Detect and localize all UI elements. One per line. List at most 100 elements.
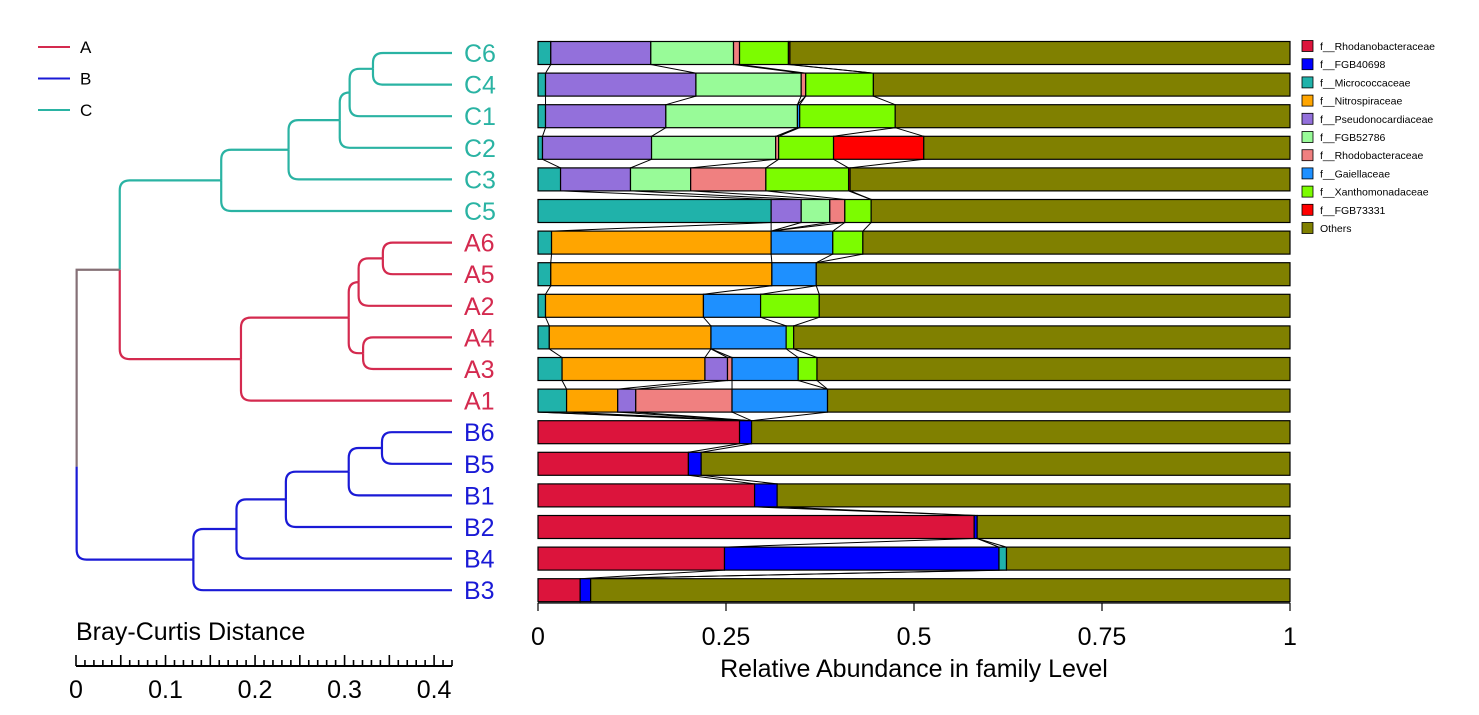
connector-b5-b1 (688, 474, 755, 485)
legend-label-f-fgb52786: f__FGB52786 (1320, 132, 1386, 144)
legend-swatch-f-rhodanobacteraceae (1301, 40, 1314, 52)
scale-tick-label-0: 0 (69, 676, 83, 704)
bar-segment-c3-f-pseudonocardiaceae (559, 167, 632, 192)
dendro-branch-m14-a (284, 470, 349, 500)
bar-segment-a6-f-xanthomonadaceae (832, 230, 864, 255)
bar-segment-b5-others (700, 451, 1291, 476)
connector-c4-c1 (796, 95, 802, 105)
legend-swatch-f-xanthomonadaceae (1301, 185, 1314, 198)
dendro-branch-m11-b (118, 269, 241, 361)
bar-segment-a2-f-nitrospiraceae (544, 293, 705, 318)
x-tick-label-4: 1 (1283, 623, 1297, 651)
bar-segment-c3-others (849, 167, 1291, 192)
dendro-branch-m8-b (361, 353, 452, 371)
connector-c3-c5 (690, 190, 830, 200)
connector-a6-a5 (816, 253, 863, 264)
legend-swatch-f-fgb73331 (1301, 203, 1314, 216)
dendro-branch-m2-b (348, 92, 452, 118)
bar-segment-a1-f-pseudonocardiaceae (617, 388, 637, 413)
connector-c1-c2 (778, 127, 800, 137)
connector-c1-c2 (895, 127, 924, 137)
scale-tick-label-3: 0.3 (327, 676, 362, 704)
connector-a2-a4 (793, 316, 820, 327)
bar-segment-b3-f-fgb40698 (579, 578, 592, 603)
bar-segment-a1-f-nitrospiraceae (565, 388, 619, 413)
x-axis-label: Relative Abundance in family Level (720, 655, 1108, 683)
bar-segment-b5-f-rhodanobacteraceae (537, 451, 689, 476)
bar-segment-b4-f-fgb40698 (723, 546, 1000, 571)
dendro-branch-m12-a (380, 431, 452, 448)
bar-segment-a6-others (862, 230, 1291, 255)
dendro-branch-m7-a (357, 257, 383, 283)
bar-segment-c2-f-pseudonocardiaceae (541, 135, 653, 160)
connector-c6-c4 (650, 64, 697, 74)
legend-label-f-rhodobacteraceae: f__Rhodobacteraceae (1320, 150, 1423, 162)
bar-segment-b2-f-rhodanobacteraceae (537, 514, 975, 540)
legend-swatch-f-rhodobacteraceae (1301, 149, 1314, 162)
connector-c5-a6 (771, 222, 845, 232)
connector-a3-a1 (798, 380, 828, 390)
scale-tick-label-2: 0.2 (238, 676, 273, 704)
connector-a2-a4 (545, 317, 550, 327)
bar-segment-a3-f-gaiellaceae (731, 356, 799, 382)
connector-a3-a1 (617, 380, 705, 390)
connector-a3-a1 (816, 380, 828, 390)
sample-label-b1: B1 (464, 482, 495, 510)
sample-label-c2: C2 (464, 135, 496, 163)
bar-segment-c1-f-xanthomonadaceae (799, 104, 896, 129)
bar-segment-c2-f-fgb52786 (650, 135, 777, 160)
bar-segment-a4-f-xanthomonadaceae (785, 325, 795, 350)
connector-a1-b6 (731, 411, 752, 422)
scale-title: Bray-Curtis Distance (76, 618, 305, 646)
bar-segment-c1-others (894, 104, 1291, 129)
bar-segment-c4-others (872, 72, 1291, 97)
legend-swatch-others (1301, 222, 1314, 234)
group-legend: ABC (38, 38, 92, 120)
bar-segment-c2-f-xanthomonadaceae (778, 135, 835, 160)
bar-segment-c5-f-rhodobacteraceae (829, 198, 846, 224)
connector-b4-b3 (580, 569, 725, 580)
connector-c2-c3 (850, 158, 924, 169)
sample-label-c4: C4 (464, 72, 496, 100)
bar-segment-c6-f-rhodobacteraceae (732, 40, 741, 66)
connector-c5-a6 (832, 222, 846, 232)
bar-segment-c1-f-pseudonocardiaceae (544, 104, 667, 129)
dendro-branch-m5-b (220, 180, 452, 213)
connector-c1-c2 (833, 127, 896, 137)
bar-segment-a3-others (816, 356, 1291, 382)
dendro-branch-m8-a (361, 336, 452, 354)
bar-segment-c4-f-rhodobacteraceae (800, 72, 807, 97)
dendro-branch-m11-a (118, 179, 222, 270)
connector-b2-b4 (977, 538, 1007, 548)
dendro-branch-m16-b (192, 559, 452, 592)
bar-segment-a3-f-rhodobacteraceae (726, 356, 733, 382)
dendro-branch-m3-a (338, 91, 350, 121)
bar-segment-b1-others (776, 483, 1291, 508)
sample-label-a2: A2 (464, 293, 495, 321)
bar-segment-a2-f-xanthomonadaceae (759, 293, 820, 318)
legend-label-f-micrococcaceae: f__Micrococcaceae (1320, 77, 1411, 89)
legend-label-f-gaiellaceae: f__Gaiellaceae (1320, 168, 1390, 180)
legend-label-others: Others (1320, 223, 1352, 235)
bar-segment-a1-f-rhodobacteraceae (635, 388, 733, 413)
bar-segment-b4-f-rhodanobacteraceae (537, 546, 726, 571)
connector-c4-c1 (799, 95, 807, 105)
connector-a4-a3 (710, 348, 733, 358)
dendro-branch-m10-b (239, 359, 452, 402)
bar-segment-a4-f-micrococcaceae (537, 325, 550, 350)
group-legend-label-b: B (80, 70, 91, 89)
sample-label-a1: A1 (464, 388, 495, 416)
dendro-branch-m6-b (381, 258, 452, 276)
bar-segment-a6-f-micrococcaceae (537, 230, 553, 255)
bar-segment-c4-f-pseudonocardiaceae (544, 72, 697, 97)
connector-a4-a3 (793, 348, 818, 358)
bar-segment-b6-f-fgb40698 (738, 420, 753, 445)
connector-c5-a6 (551, 222, 772, 232)
bar-segment-a1-f-micrococcaceae (537, 388, 568, 413)
scale-tick-label-4: 0.4 (417, 676, 452, 704)
bar-segment-c5-f-pseudonocardiaceae (770, 198, 802, 224)
bar-segment-c1-f-fgb52786 (665, 104, 799, 129)
group-legend-label-c: C (80, 101, 92, 120)
connector-a4-a3 (785, 348, 799, 358)
